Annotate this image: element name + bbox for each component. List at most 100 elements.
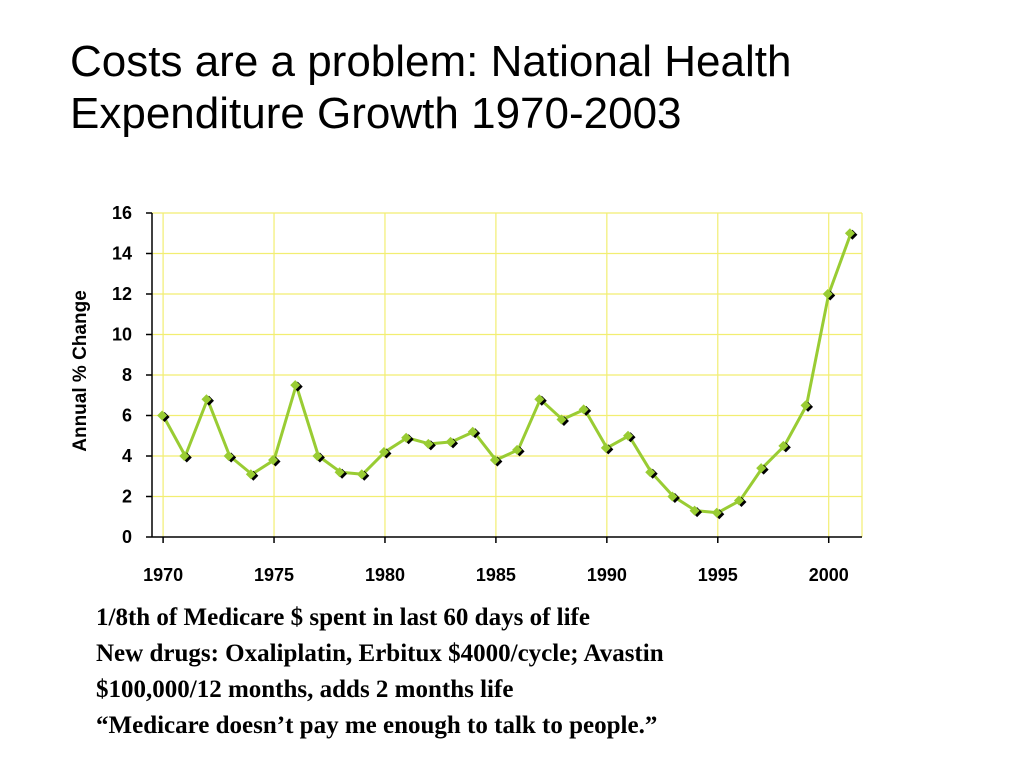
note-line-3: $100,000/12 months, adds 2 months life xyxy=(96,676,514,703)
data-point-marker xyxy=(822,289,833,299)
data-point xyxy=(756,463,769,475)
data-point-marker xyxy=(733,495,744,506)
slide-title: Costs are a problem: National Health Exp… xyxy=(70,36,970,140)
data-point-marker xyxy=(201,394,212,405)
note-line-1: 1/8th of Medicare $ spent in last 60 day… xyxy=(96,604,590,631)
data-point-shadow xyxy=(825,290,836,301)
data-point-marker xyxy=(512,444,523,455)
data-point-marker xyxy=(268,455,279,466)
data-point-shadow xyxy=(203,395,214,406)
data-point-shadow xyxy=(381,448,392,459)
data-point xyxy=(534,394,547,406)
note-line-4: “Medicare doesn’t pay me enough to talk … xyxy=(96,712,658,739)
data-point-marker xyxy=(445,436,456,447)
data-point xyxy=(356,469,370,481)
slide-title-line-2: Expenditure Growth 1970-2003 xyxy=(70,89,682,138)
data-point-marker xyxy=(667,491,678,502)
data-point-shadow xyxy=(803,401,814,412)
data-point-shadow xyxy=(714,509,725,520)
data-point-marker xyxy=(600,442,611,453)
data-point-shadow xyxy=(337,468,348,479)
y-tick-label: 6 xyxy=(122,406,132,426)
data-point-marker xyxy=(578,404,589,415)
data-point-shadow xyxy=(492,456,503,467)
data-point-marker xyxy=(645,467,656,478)
y-tick-label: 16 xyxy=(112,203,132,223)
data-point-shadow xyxy=(780,442,791,453)
data-point-shadow xyxy=(536,395,547,406)
data-point-shadow xyxy=(625,432,636,443)
data-point xyxy=(778,440,791,453)
data-point-marker xyxy=(556,414,567,425)
data-point-marker xyxy=(223,451,234,461)
data-point-shadow xyxy=(270,456,281,467)
data-point-marker xyxy=(157,410,168,421)
data-point-marker xyxy=(334,467,345,478)
notes-block: 1/8th of Medicare $ spent in last 60 day… xyxy=(96,600,996,744)
data-point-marker xyxy=(489,455,500,466)
data-point-shadow xyxy=(736,497,747,508)
data-point-marker xyxy=(378,446,389,457)
data-point-shadow xyxy=(448,438,459,449)
data-point-shadow xyxy=(647,468,658,479)
data-point xyxy=(268,455,281,467)
data-point-marker xyxy=(844,228,855,239)
data-point-marker xyxy=(245,469,256,480)
data-point-shadow xyxy=(581,405,592,416)
series-line xyxy=(161,232,853,515)
data-point-marker xyxy=(711,507,722,518)
data-point xyxy=(844,228,858,240)
data-point xyxy=(445,436,459,449)
data-point xyxy=(667,491,680,503)
data-point xyxy=(556,414,569,427)
x-tick-label: 1975 xyxy=(254,565,294,585)
data-point-marker xyxy=(401,432,412,443)
data-point-marker xyxy=(689,505,700,516)
data-point xyxy=(600,442,614,455)
y-tick-label: 4 xyxy=(122,446,132,466)
note-line-2: New drugs: Oxaliplatin, Erbitux $4000/cy… xyxy=(96,640,664,667)
data-point-shadow xyxy=(470,428,481,439)
slide-title-line-1: Costs are a problem: National Health xyxy=(70,37,792,86)
data-point xyxy=(201,394,214,406)
y-tick-label: 0 xyxy=(122,527,132,547)
x-tick-label: 2000 xyxy=(809,565,849,585)
data-point-shadow xyxy=(847,229,858,240)
data-point xyxy=(623,430,636,443)
data-point-marker xyxy=(423,438,434,449)
data-point xyxy=(290,380,303,392)
data-point-marker xyxy=(290,380,301,391)
y-tick-label: 14 xyxy=(112,244,132,264)
data-point-shadow xyxy=(181,452,192,463)
data-point-shadow xyxy=(248,470,259,481)
data-point xyxy=(489,455,503,467)
data-point-shadow xyxy=(359,470,370,481)
data-point-shadow xyxy=(692,507,703,518)
data-point-marker xyxy=(179,451,190,461)
y-axis-label: Annual % Change xyxy=(70,290,91,452)
y-tick-label: 2 xyxy=(122,487,132,507)
data-point-shadow xyxy=(425,440,436,451)
data-point-marker xyxy=(623,430,634,441)
data-point-shadow xyxy=(514,446,525,457)
data-point-marker xyxy=(534,394,545,405)
data-point xyxy=(223,451,237,463)
data-point xyxy=(423,438,436,451)
data-point-marker xyxy=(467,426,478,437)
data-point-shadow xyxy=(603,444,614,455)
data-point xyxy=(800,400,814,412)
data-point-shadow xyxy=(159,412,170,422)
data-point xyxy=(822,289,836,301)
x-tick-label: 1985 xyxy=(476,565,516,585)
x-tick-label: 1970 xyxy=(143,565,183,585)
y-tick-label: 10 xyxy=(112,325,132,345)
data-point xyxy=(334,467,348,479)
data-point-shadow xyxy=(314,452,325,463)
x-tick-label: 1980 xyxy=(365,565,405,585)
data-point-shadow xyxy=(669,493,680,503)
data-point-marker xyxy=(756,463,767,474)
data-point-shadow xyxy=(403,434,414,445)
data-point-shadow xyxy=(292,381,303,392)
y-tick-label: 8 xyxy=(122,365,132,385)
data-point-marker xyxy=(312,451,323,461)
